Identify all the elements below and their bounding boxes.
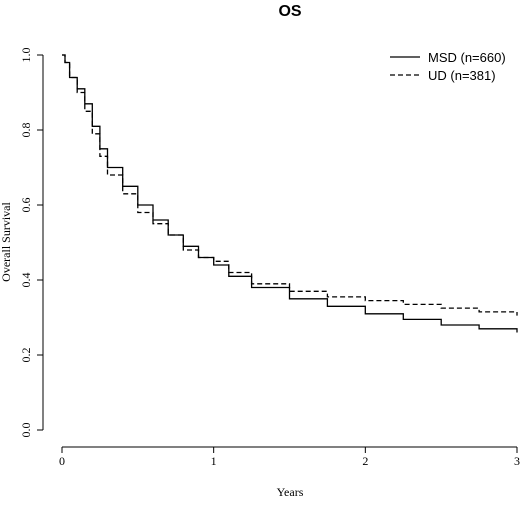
y-tick-label: 0.0 <box>19 423 33 438</box>
y-ticks: 0.0 0.2 0.4 0.6 0.8 1.0 <box>19 48 43 438</box>
y-tick-label: 0.2 <box>19 348 33 363</box>
x-ticks: 0 1 2 3 <box>59 447 520 468</box>
y-axis-label: Overall Survival <box>0 202 13 282</box>
legend-label-msd: MSD (n=660) <box>428 50 506 65</box>
x-tick-label: 2 <box>362 454 368 468</box>
legend-label-ud: UD (n=381) <box>428 68 496 83</box>
y-tick-label: 0.6 <box>19 198 33 213</box>
chart-title: OS <box>278 3 301 20</box>
survival-curves <box>62 54 518 333</box>
legend: MSD (n=660) UD (n=381) <box>390 50 506 83</box>
survival-curve-ud <box>62 54 518 316</box>
y-tick-label: 0.4 <box>19 273 33 288</box>
x-tick-label: 0 <box>59 454 65 468</box>
axes <box>42 55 517 448</box>
y-tick-label: 1.0 <box>19 48 33 63</box>
survival-curve-msd <box>62 54 518 333</box>
x-axis-label: Years <box>277 485 304 499</box>
x-tick-label: 3 <box>514 454 520 468</box>
x-tick-label: 1 <box>211 454 217 468</box>
y-tick-label: 0.8 <box>19 123 33 138</box>
